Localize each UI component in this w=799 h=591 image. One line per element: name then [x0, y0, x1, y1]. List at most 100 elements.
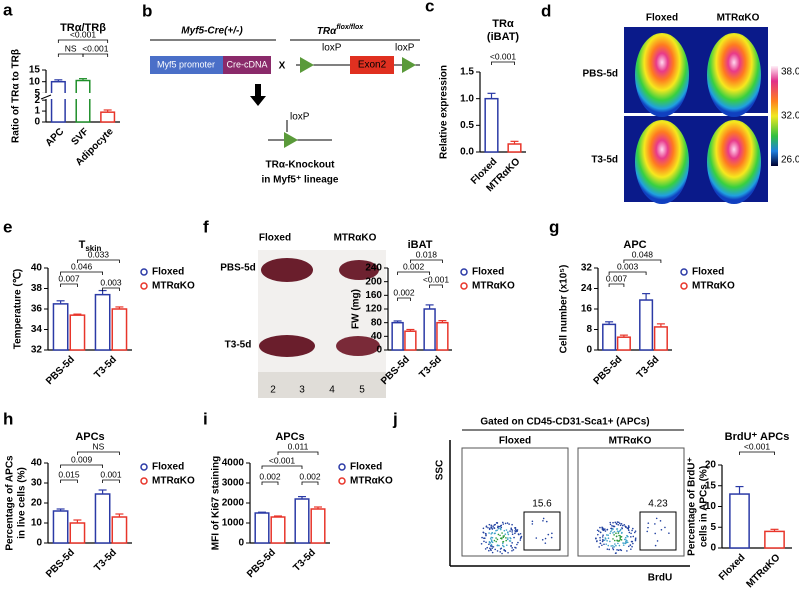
- y-tick-label: 5: [34, 88, 40, 99]
- flow-dot: [623, 538, 626, 541]
- flow-dot: [489, 548, 492, 551]
- row-label: PBS-5d: [220, 263, 256, 274]
- bracket: [410, 259, 443, 263]
- flow-dot: [613, 534, 615, 536]
- panel-label: d: [541, 1, 551, 20]
- flow-dot: [624, 536, 627, 539]
- flow-dot: [498, 544, 500, 547]
- bar: [484, 97, 499, 153]
- x-tick-label: T3-5d: [291, 547, 318, 574]
- flow-dot: [504, 522, 507, 525]
- bar: [391, 321, 404, 351]
- y-tick-label: 30: [31, 478, 43, 489]
- legend-marker: [338, 463, 346, 471]
- flow-dot: [618, 534, 620, 537]
- gate-title: Gated on CD45-CD31-Sca1+ (APCs): [480, 417, 649, 428]
- bracket: [301, 481, 319, 485]
- flow-dot: [624, 525, 627, 528]
- flow-dot: [507, 531, 509, 533]
- x-tick-label: T3-5d: [417, 354, 444, 381]
- flow-dot: [483, 540, 485, 543]
- flow-dot: [502, 521, 504, 524]
- flow-dot: [599, 539, 601, 542]
- bracket: [60, 479, 78, 483]
- flow-dot: [631, 529, 633, 532]
- y-tick-label: 200: [365, 276, 382, 287]
- y-tick-label: 20: [31, 498, 43, 509]
- flow-dot: [516, 543, 518, 546]
- annotation: 0.003: [100, 277, 122, 287]
- flow-panel: j Gated on CD45-CD31-Sca1+ (APCs) Floxed…: [392, 409, 690, 584]
- bar: [507, 143, 522, 153]
- flow-dot: [505, 537, 507, 539]
- flow-dot: [606, 528, 608, 531]
- flow-dot: [545, 520, 548, 523]
- flow-dot: [490, 533, 492, 535]
- tissue: [259, 335, 315, 357]
- flow-dot: [485, 534, 487, 537]
- flow-dot: [595, 537, 597, 540]
- flow-dot: [511, 542, 513, 544]
- bracket: [77, 259, 120, 263]
- flow-dot: [654, 523, 656, 525]
- diagram: b Myf5-Cre(+/-) TRαflox/flox Myf5 promot…: [142, 1, 420, 186]
- flow-dot: [506, 522, 509, 524]
- flow-dot: [619, 524, 622, 527]
- flow-dot: [544, 542, 547, 544]
- flow-dot: [626, 550, 628, 552]
- flow-dot: [615, 522, 618, 525]
- bracket: [77, 451, 120, 455]
- legend-label: Floxed: [350, 462, 382, 473]
- flow-dot: [616, 549, 618, 551]
- flow-dot: [541, 538, 544, 541]
- flow-dot: [596, 540, 598, 543]
- y-tick-label: 34: [31, 324, 43, 335]
- annotation: 0.009: [71, 454, 93, 464]
- flow-dot: [491, 531, 494, 534]
- flow-dot: [502, 541, 504, 543]
- flow-dot: [614, 543, 616, 545]
- y-axis-label: Percentage of BrdU⁺: [687, 457, 698, 556]
- y-tick-label: 0: [376, 345, 382, 356]
- flow-dot: [482, 527, 485, 530]
- annotation: <0.001: [82, 43, 109, 53]
- x-tick-label: APC: [44, 126, 67, 149]
- flow-dot: [544, 537, 547, 540]
- flow-dot: [598, 530, 600, 532]
- flow-dot: [511, 533, 514, 536]
- flow-dot: [609, 532, 611, 535]
- flow-dot: [497, 533, 500, 536]
- y-tick-label: 10: [705, 501, 717, 512]
- y-tick-label: 120: [365, 304, 382, 315]
- flow-dot: [621, 524, 624, 527]
- bracket: [623, 259, 662, 263]
- legend-marker: [140, 463, 148, 471]
- parent-label: Myf5-Cre(+/-): [181, 26, 243, 37]
- flow-dot: [504, 533, 507, 535]
- flow-dot: [611, 529, 613, 531]
- bracket: [608, 271, 647, 275]
- row-label: T3-5d: [591, 155, 618, 166]
- flow-dot: [535, 537, 538, 539]
- bar: [52, 303, 69, 351]
- flow-dot: [611, 527, 613, 530]
- flow-dot: [511, 547, 514, 549]
- y-tick-label: 15: [705, 480, 717, 491]
- exon-box: [350, 56, 394, 74]
- flow-dot: [615, 528, 618, 530]
- flow-dot: [619, 538, 622, 540]
- flow-dot: [486, 546, 489, 549]
- panel-label: g: [549, 217, 559, 236]
- flow-dot: [611, 547, 614, 549]
- bar: [75, 79, 91, 123]
- loxp-site: [284, 132, 298, 148]
- flow-dot: [505, 544, 508, 547]
- axis-break: [40, 93, 120, 99]
- flow-dot: [507, 537, 509, 539]
- flow-dot: [503, 549, 505, 551]
- flow-dot: [488, 528, 491, 531]
- flow-dot: [615, 532, 617, 534]
- column-label: MTRαKO: [717, 13, 760, 24]
- thermal-mouse: [635, 33, 689, 117]
- cross: X: [279, 61, 286, 72]
